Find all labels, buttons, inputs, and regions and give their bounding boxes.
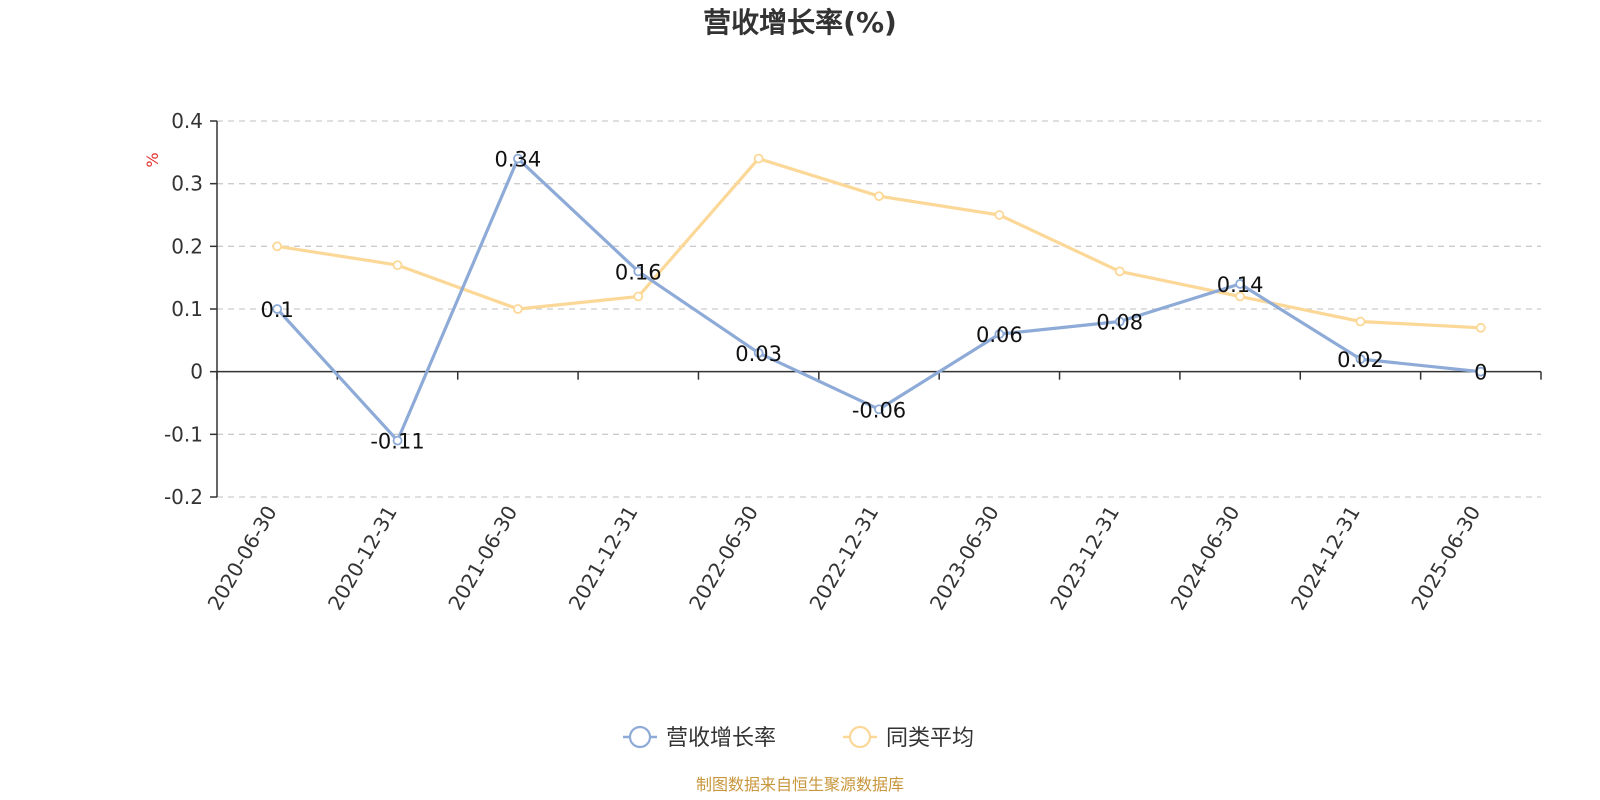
data-point xyxy=(633,266,644,277)
y-tick-label: 0.2 xyxy=(171,234,203,258)
y-tick-label: 0.4 xyxy=(171,109,203,133)
data-point xyxy=(994,329,1005,339)
data-point xyxy=(513,153,523,164)
data-point xyxy=(753,153,764,164)
data-label: -0.06 xyxy=(852,398,906,422)
data-label: 0.14 xyxy=(1217,273,1264,297)
data-point xyxy=(1355,354,1366,365)
x-tick-label: 2020-06-30 xyxy=(203,502,282,615)
data-label: 0 xyxy=(1474,361,1487,385)
legend-swatch-marker xyxy=(848,725,872,749)
data-label: 0.02 xyxy=(1337,348,1384,372)
data-point xyxy=(874,404,884,415)
y-axis-unit-label: % xyxy=(143,152,162,167)
data-point xyxy=(1235,291,1245,302)
y-tick-label: -0.2 xyxy=(164,485,203,509)
data-point xyxy=(1355,316,1366,327)
data-point xyxy=(272,304,283,314)
x-tick-label: 2021-12-31 xyxy=(564,502,643,615)
data-point xyxy=(513,304,523,314)
x-tick-label: 2020-12-31 xyxy=(323,501,402,614)
y-tick-label: 0 xyxy=(190,360,203,384)
x-tick-label: 2025-06-30 xyxy=(1406,502,1485,615)
data-source-note: 制图数据来自恒生聚源数据库 xyxy=(696,775,904,794)
data-point xyxy=(633,291,644,302)
data-label: 0.03 xyxy=(735,342,782,366)
data-label: -0.11 xyxy=(370,430,424,454)
data-point xyxy=(1235,279,1245,289)
data-label: 0.06 xyxy=(976,323,1023,347)
data-point xyxy=(753,347,764,358)
data-point xyxy=(1475,322,1486,333)
data-point xyxy=(1475,366,1486,377)
data-label: 0.16 xyxy=(615,260,662,284)
y-tick-label: 0.1 xyxy=(171,297,203,321)
data-point xyxy=(392,260,403,271)
data-label: 0.34 xyxy=(495,148,542,172)
data-label: 0.08 xyxy=(1096,311,1143,335)
grid-lines xyxy=(217,120,1541,498)
legend[interactable]: 营收增长率 同类平均 xyxy=(623,725,974,751)
legend-label: 同类平均 xyxy=(886,726,974,751)
y-tick-label: 0.3 xyxy=(171,172,203,196)
data-label: 0.1 xyxy=(260,298,293,322)
x-tick-label: 2023-06-30 xyxy=(925,502,1004,615)
data-point xyxy=(272,241,283,252)
x-tick-label: 2021-06-30 xyxy=(443,502,522,615)
series-lines xyxy=(272,153,1486,446)
x-tick-label: 2024-12-31 xyxy=(1286,502,1365,615)
x-tick-label: 2023-12-31 xyxy=(1045,502,1124,615)
data-point xyxy=(874,191,884,202)
chart-title: 营收增长率(%) xyxy=(703,6,897,39)
data-point xyxy=(1114,316,1125,327)
y-tick-label: -0.1 xyxy=(164,422,203,446)
x-tick-label: 2024-06-30 xyxy=(1166,502,1245,615)
data-point xyxy=(1114,266,1125,277)
x-tick-label: 2022-12-31 xyxy=(804,502,883,615)
data-labels: 0.1 -0.11 0.34 0.16 0.03 -0.06 0.06 0.08 0.14 0.0… xyxy=(260,148,1487,454)
data-point xyxy=(392,435,403,446)
data-point xyxy=(994,210,1005,220)
x-tick-label: 2022-06-30 xyxy=(684,502,763,615)
legend-label: 营收增长率 xyxy=(666,726,776,751)
legend-swatch-marker xyxy=(628,725,652,749)
